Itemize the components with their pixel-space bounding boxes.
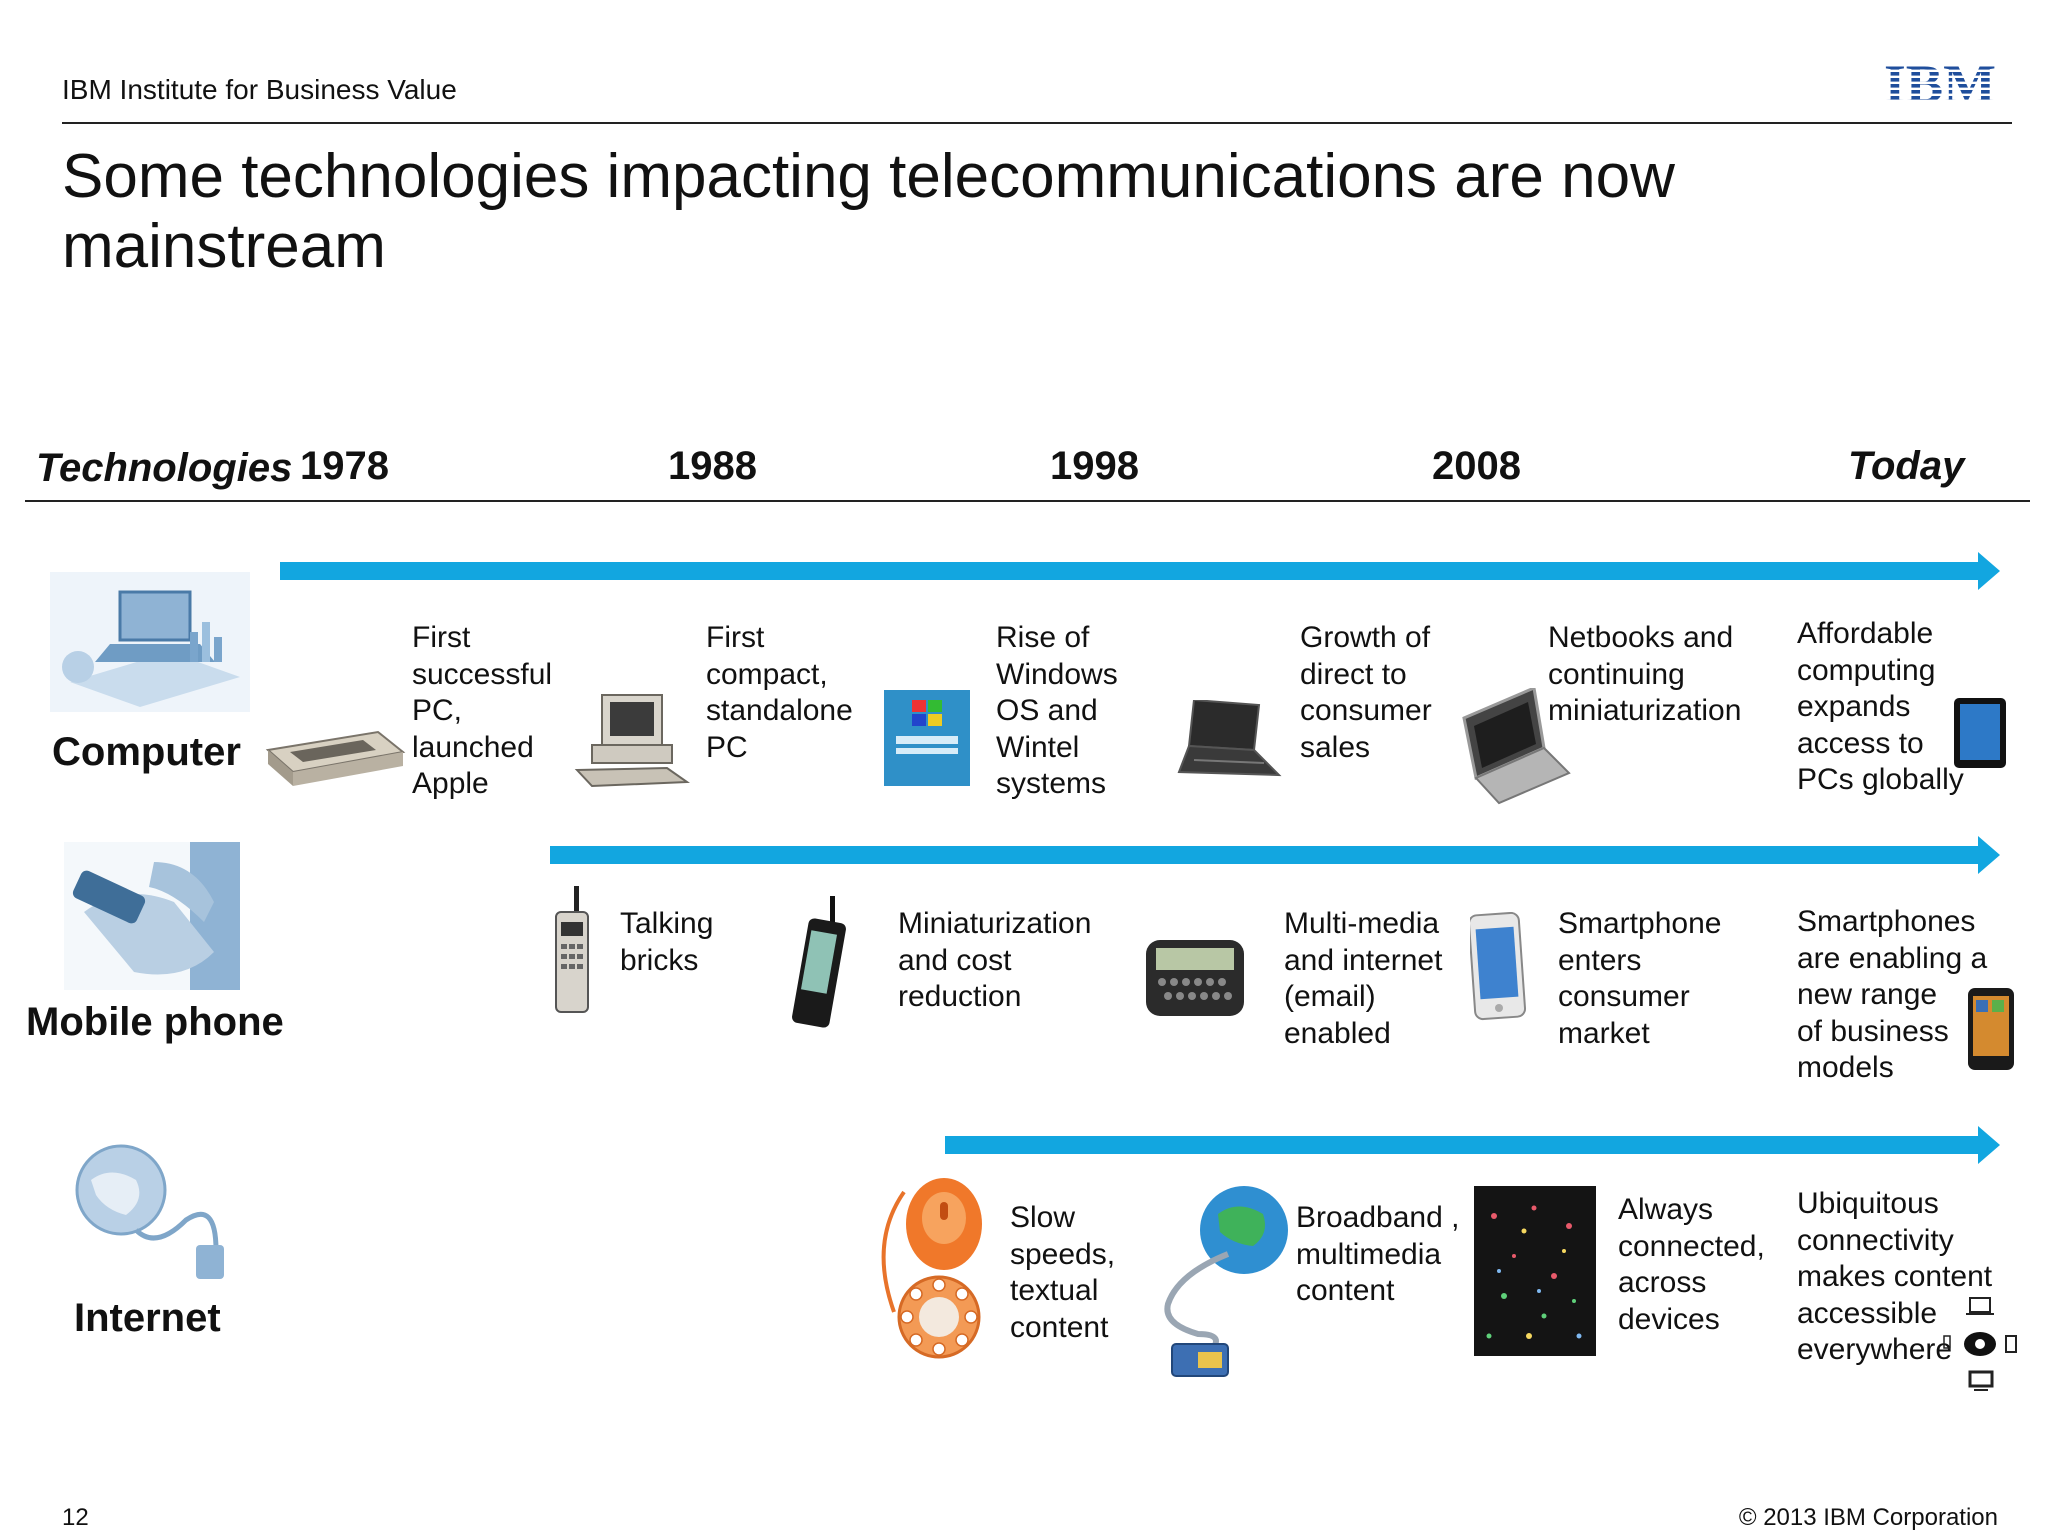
internet-arrow-head [1978,1126,2000,1164]
computer-item-1978: First successful PC, launched Apple [412,621,553,800]
year-1998: 1998 [1050,444,1139,488]
computer-item-1998: Rise of Windows OS and Wintel systems [996,621,1118,800]
computer-label: Computer [52,730,241,774]
year-1988: 1988 [668,444,757,488]
svg-text:IBM: IBM [1884,60,1996,106]
mobile-arrow-head [1978,836,2000,874]
page-title: Some technologies impacting telecommunic… [62,142,1675,281]
year-2008: 2008 [1432,444,1521,488]
ibm-pc-icon [572,690,692,790]
mobile-label: Mobile phone [26,1000,284,1044]
fiber-optics-icon [1474,1186,1596,1356]
mobile-item-multimedia: Multi-media and internet (email) enabled [1284,907,1443,1050]
smartphone-icon [1470,912,1528,1022]
computer-arrow-head [1978,552,2000,590]
windows-box-icon [884,690,970,786]
mobile-item-today: Smartphones are enabling a new range of … [1797,905,1988,1084]
laptop-icon [1174,700,1284,790]
computer-arrow-bar [280,562,1980,580]
dialup-mouse-icon [864,1172,1014,1362]
internet-arrow-bar [945,1136,1980,1154]
internet-label: Internet [74,1296,221,1340]
mobile-item-miniaturization: Miniaturization and cost reduction [898,907,1092,1013]
year-1978: 1978 [300,444,389,488]
modern-smartphone-icon [1966,986,2016,1072]
apple-ii-icon [258,710,408,790]
ibm-logo: IBM [1884,60,1998,106]
internet-item-broadband: Broadband , multimedia content [1296,1201,1460,1307]
computer-item-today: Affordable computing expands access to P… [1797,617,1964,796]
internet-item-today: Ubiquitous connectivity makes content ac… [1797,1187,1993,1366]
internet-item-always-connected: Always connected, across devices [1618,1193,1765,1336]
computer-item-2008: Growth of direct to consumer sales [1300,621,1432,764]
mobile-row-icon [64,842,240,990]
netbook-icon [1454,688,1572,806]
institute-name: IBM Institute for Business Value [62,74,457,105]
mobile-arrow-bar [550,846,1980,864]
computer-item-1988: First compact, standalone PC [706,621,853,764]
technologies-label: Technologies [36,446,293,490]
internet-item-slow: Slow speeds, textual content [1010,1201,1116,1344]
tablet-icon [1952,696,2008,770]
early-handset-icon [778,896,848,1030]
timeline-rule [25,500,2030,502]
copyright: © 2013 IBM Corporation [1738,1504,1998,1531]
computer-item-netbooks: Netbooks and continuing miniaturization [1548,621,1742,727]
mobile-item-smartphone: Smartphone enters consumer market [1558,907,1722,1050]
page-number: 12 [62,1504,89,1531]
header-rule [62,122,2012,124]
globe-cable-icon [1158,1184,1290,1384]
pager-icon [1144,938,1246,1018]
cloud-devices-icon [1940,1296,2020,1392]
mobile-item-bricks: Talking bricks [620,907,714,977]
year-today: Today [1848,444,1965,488]
internet-row-icon [66,1140,236,1290]
brick-phone-icon [550,886,594,1016]
computer-row-icon [50,572,250,712]
